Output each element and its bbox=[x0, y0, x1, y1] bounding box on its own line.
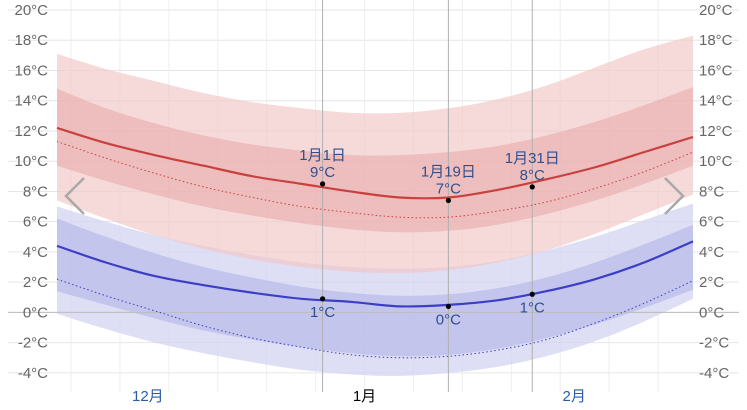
y-tick-label-right: 18°C bbox=[699, 32, 733, 49]
y-tick-label-right: -2°C bbox=[699, 335, 729, 352]
y-tick-label-left: 14°C bbox=[14, 93, 48, 110]
y-tick-label-right: -4°C bbox=[699, 365, 729, 382]
low-point bbox=[319, 296, 326, 302]
low-record-line bbox=[56, 278, 694, 359]
y-tick-label-right: 16°C bbox=[699, 62, 733, 79]
high-mean-line bbox=[56, 126, 694, 200]
y-tick-label-left: 6°C bbox=[23, 214, 48, 231]
y-tick-label-right: 2°C bbox=[699, 274, 724, 291]
y-tick-label-right: 14°C bbox=[699, 93, 733, 110]
month-label[interactable]: 1月 bbox=[353, 388, 376, 405]
chevron-left-icon[interactable] bbox=[64, 177, 85, 215]
y-tick-label-right: 4°C bbox=[699, 244, 724, 261]
low-mean-line bbox=[56, 240, 694, 308]
month-label[interactable]: 2月 bbox=[563, 388, 586, 405]
y-tick-label-left: 2°C bbox=[23, 274, 48, 291]
y-tick-label-left: 20°C bbox=[14, 2, 48, 19]
annotation-low-value: 0°C bbox=[436, 311, 461, 328]
y-tick-label-right: 20°C bbox=[699, 2, 733, 19]
annotation-high-value: 7°C bbox=[436, 181, 461, 198]
y-tick-label-right: 8°C bbox=[699, 183, 724, 200]
y-tick-label-right: 6°C bbox=[699, 214, 724, 231]
annotation-high-value: 9°C bbox=[310, 164, 335, 181]
y-tick-label-left: -2°C bbox=[18, 335, 48, 352]
annotation-date: 1月31日 bbox=[505, 150, 560, 167]
y-tick-label-left: 8°C bbox=[23, 183, 48, 200]
low-band-inner bbox=[57, 218, 693, 357]
annotation-low-value: 1°C bbox=[310, 304, 335, 321]
y-tick-label-left: -4°C bbox=[18, 365, 48, 382]
y-tick-label-left: 16°C bbox=[14, 62, 48, 79]
high-point bbox=[529, 184, 535, 190]
month-label[interactable]: 12月 bbox=[132, 388, 164, 405]
y-tick-label-left: 0°C bbox=[23, 304, 48, 321]
high-point bbox=[319, 181, 326, 187]
annotation-low-value: 1°C bbox=[520, 299, 545, 316]
y-tick-label-left: 18°C bbox=[14, 32, 48, 49]
y-tick-label-left: 4°C bbox=[23, 244, 48, 261]
high-band-inner bbox=[57, 87, 693, 233]
y-tick-label-right: 12°C bbox=[699, 123, 733, 140]
annotation-date: 1月19日 bbox=[421, 164, 476, 181]
y-tick-label-right: 0°C bbox=[699, 304, 724, 321]
y-tick-label-left: 10°C bbox=[14, 153, 48, 170]
y-tick-label-right: 10°C bbox=[699, 153, 733, 170]
low-point bbox=[529, 291, 535, 297]
y-tick-label-left: 12°C bbox=[14, 123, 48, 140]
high-point bbox=[445, 197, 451, 204]
annotation-date: 1月1日 bbox=[299, 147, 346, 164]
low-point bbox=[445, 303, 451, 309]
chevron-right-icon[interactable] bbox=[664, 177, 685, 215]
annotation-high-value: 8°C bbox=[520, 167, 545, 184]
